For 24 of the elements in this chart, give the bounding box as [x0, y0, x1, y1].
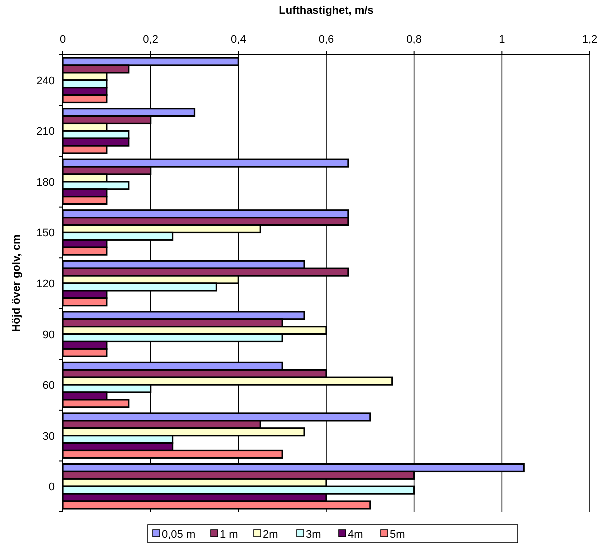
x-tick-label: 0,8	[406, 34, 422, 46]
legend-label: 4m	[348, 529, 364, 541]
legend-label: 5m	[390, 529, 406, 541]
x-tick-label: 1,2	[582, 34, 597, 46]
x-tick-label: 0,6	[318, 34, 334, 46]
y-tick-label: 150	[36, 228, 55, 240]
legend-label: 0,05 m	[162, 529, 196, 541]
x-tick-label: 0,2	[143, 34, 158, 46]
y-tick-label: 120	[36, 278, 55, 290]
y-tick-label: 180	[36, 176, 55, 189]
x-axis-title: Lufthastighet, m/s	[279, 5, 374, 17]
y-axis-title: Höjd över golv, cm	[11, 234, 23, 332]
x-tick-label: 0,4	[231, 34, 246, 46]
x-tick-label: 1	[499, 34, 506, 46]
y-tick-label: 90	[42, 329, 55, 342]
x-tick-label: 0	[60, 34, 66, 46]
legend-label: 1 m	[220, 529, 238, 541]
y-tick-label: 60	[42, 380, 55, 392]
y-tick-label: 240	[36, 75, 55, 88]
y-tick-label: 0	[48, 482, 55, 494]
legend-label: 3m	[306, 529, 322, 541]
legend-label: 2m	[263, 529, 278, 541]
y-tick-label: 30	[42, 430, 55, 443]
y-tick-label: 210	[36, 126, 55, 138]
